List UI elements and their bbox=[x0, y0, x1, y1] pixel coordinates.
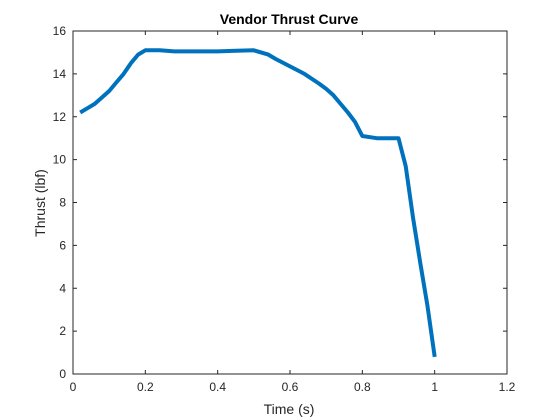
x-tick-label: 0 bbox=[70, 380, 77, 394]
y-tick-label: 6 bbox=[59, 238, 66, 252]
x-axis-label: Time (s) bbox=[264, 401, 315, 417]
y-tick-label: 14 bbox=[53, 67, 67, 81]
series-layer bbox=[79, 48, 437, 358]
y-axis-label: Thrust (lbf) bbox=[32, 169, 48, 237]
x-tick-label: 0.4 bbox=[209, 380, 226, 394]
axes-box bbox=[72, 30, 508, 375]
y-tick-label: 0 bbox=[59, 367, 66, 381]
x-tick-label: 1.2 bbox=[499, 380, 516, 394]
y-tick-label: 10 bbox=[53, 153, 67, 167]
y-tick-label: 4 bbox=[59, 281, 66, 295]
y-axis-ticks: 0 2 4 6 8 10 12 14 16 bbox=[53, 24, 507, 381]
x-tick-label: 0.2 bbox=[137, 380, 154, 394]
plot-area-frame bbox=[72, 30, 508, 375]
x-tick-label: 0.6 bbox=[282, 380, 299, 394]
y-tick-label: 12 bbox=[53, 110, 67, 124]
x-axis-ticks: 0 0.2 0.4 0.6 0.8 1 1.2 bbox=[70, 31, 516, 394]
y-tick-label: 16 bbox=[53, 24, 67, 38]
thrust-series-line bbox=[79, 48, 437, 358]
chart-title: Vendor Thrust Curve bbox=[220, 11, 359, 27]
x-tick-label: 0.8 bbox=[354, 380, 371, 394]
x-tick-label: 1 bbox=[431, 380, 438, 394]
y-tick-label: 2 bbox=[59, 324, 66, 338]
y-tick-label: 8 bbox=[59, 196, 66, 210]
